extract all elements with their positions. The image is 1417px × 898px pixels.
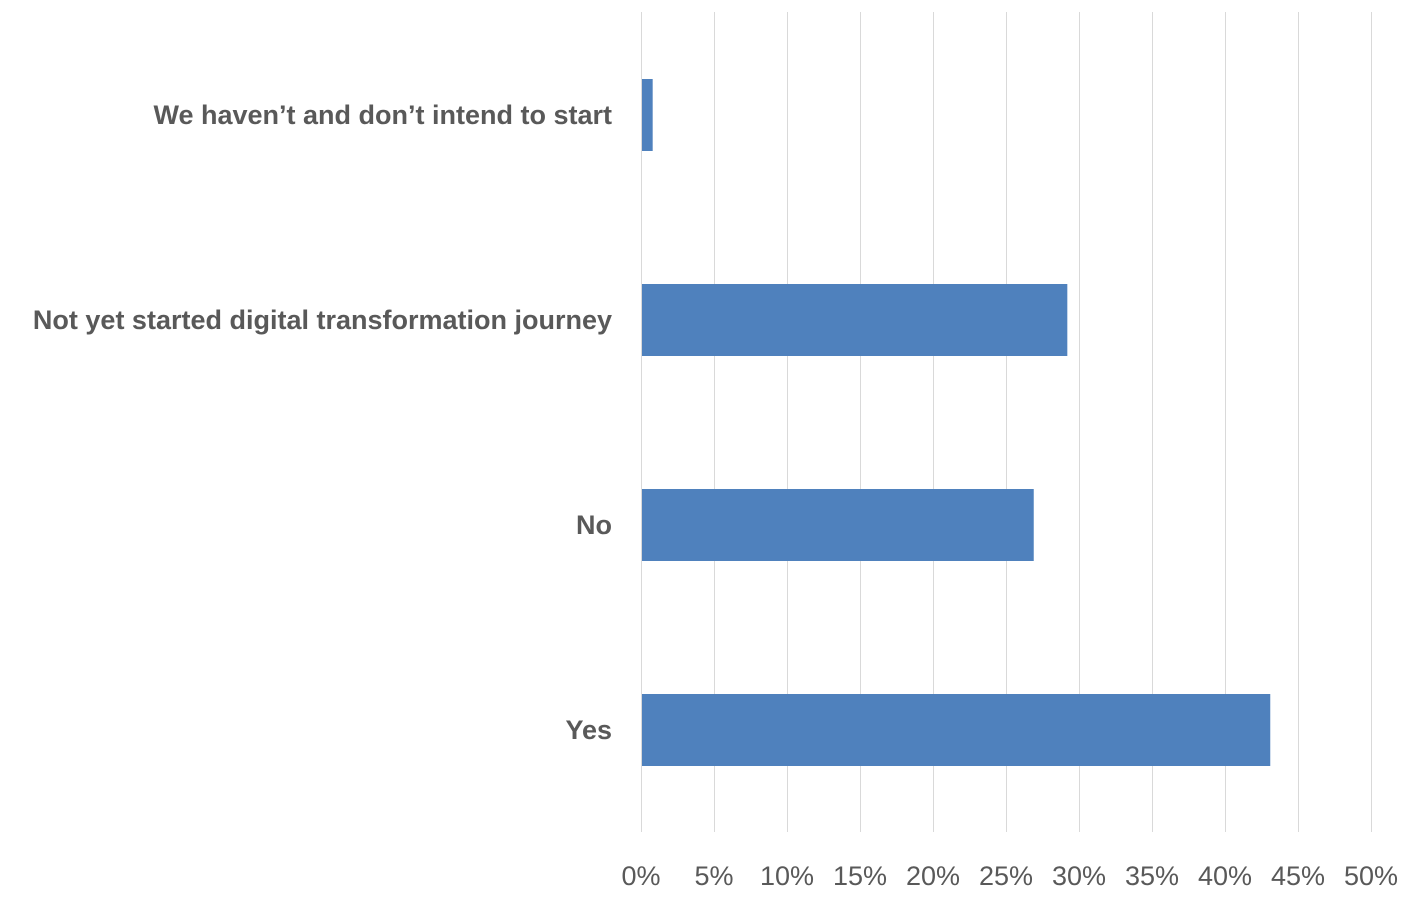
x-tick-label: 5%	[694, 861, 733, 891]
x-tick-label: 30%	[1052, 861, 1106, 891]
x-tick-label: 50%	[1344, 861, 1398, 891]
x-tick-label: 15%	[833, 861, 887, 891]
x-tick-label: 20%	[906, 861, 960, 891]
bar	[642, 694, 1271, 766]
category-label: Yes	[565, 715, 612, 745]
bars	[642, 79, 1271, 766]
bar	[642, 284, 1068, 356]
category-labels: We haven’t and don’t intend to start Not …	[33, 100, 612, 745]
gridlines	[641, 12, 1372, 832]
category-label: We haven’t and don’t intend to start	[153, 100, 612, 130]
x-tick-label: 45%	[1271, 861, 1325, 891]
category-label: Not yet started digital transformation j…	[33, 305, 612, 335]
x-tick-label: 0%	[621, 861, 660, 891]
x-tick-label: 25%	[979, 861, 1033, 891]
bar	[642, 489, 1034, 561]
bar	[642, 79, 653, 151]
x-axis-tick-labels: 0% 5% 10% 15% 20% 25% 30% 35% 40% 45% 50%	[621, 861, 1398, 891]
x-tick-label: 40%	[1198, 861, 1252, 891]
category-label: No	[576, 510, 612, 540]
x-tick-label: 35%	[1125, 861, 1179, 891]
x-tick-label: 10%	[760, 861, 814, 891]
